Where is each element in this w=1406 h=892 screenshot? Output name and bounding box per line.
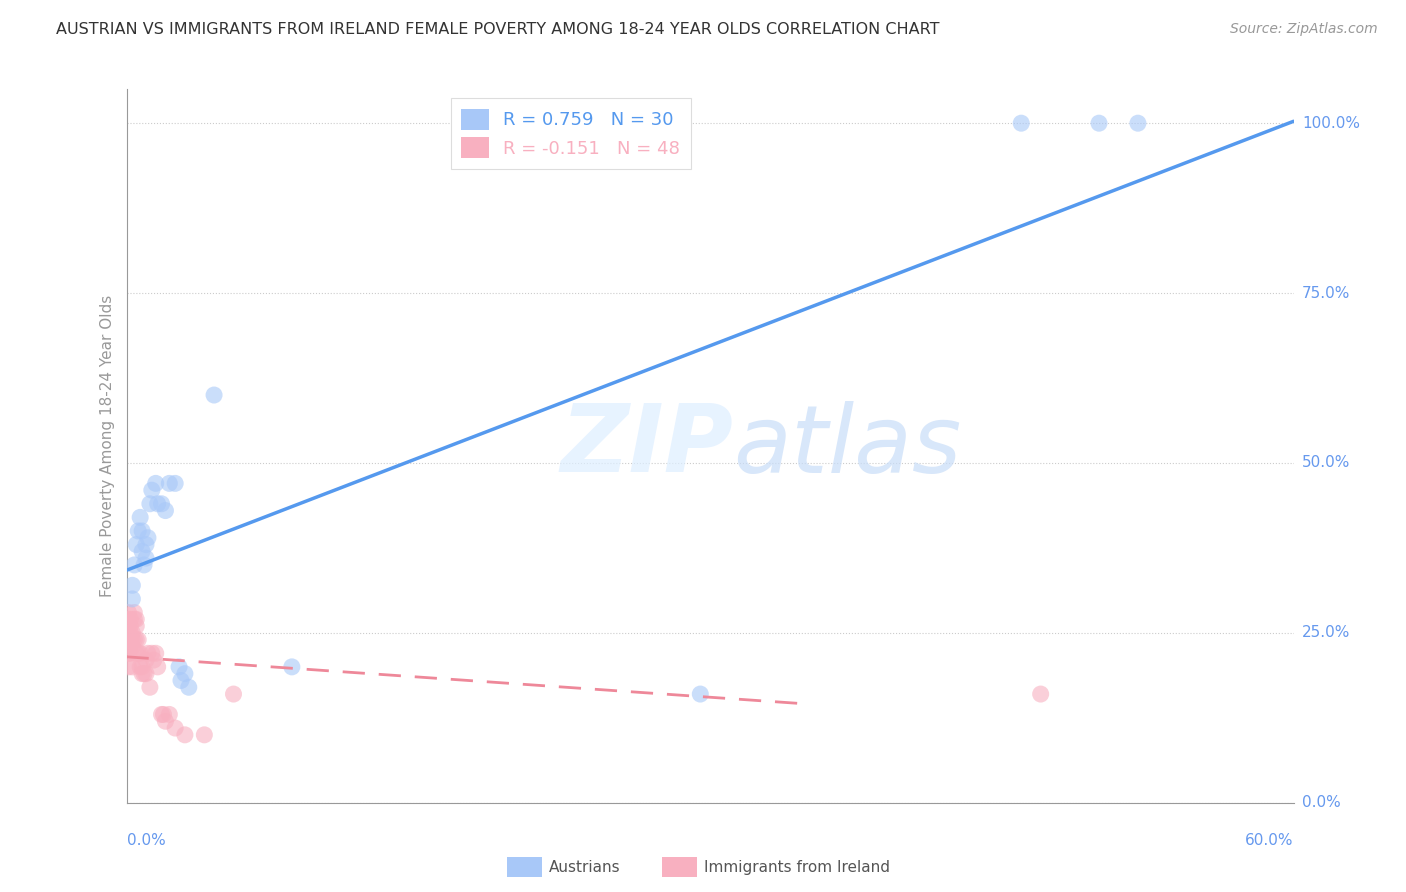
Point: [150, 497, 173, 511]
Point: [125, 537, 148, 551]
Point: [121, 578, 143, 592]
Point: [117, 619, 139, 633]
Point: [129, 660, 152, 674]
Text: 100.0%: 100.0%: [1302, 116, 1360, 131]
Point: [174, 666, 197, 681]
Point: [117, 660, 139, 674]
Point: [121, 626, 143, 640]
Point: [135, 551, 157, 566]
Point: [141, 483, 163, 498]
Point: [146, 497, 169, 511]
Point: [127, 632, 149, 647]
Text: 0.0%: 0.0%: [127, 833, 166, 848]
Point: [125, 619, 148, 633]
Point: [155, 714, 177, 729]
Point: [121, 640, 143, 654]
Point: [121, 632, 143, 647]
Point: [167, 660, 190, 674]
Point: [124, 632, 146, 647]
Point: [120, 619, 142, 633]
Point: [125, 612, 148, 626]
Point: [139, 680, 162, 694]
Point: [152, 707, 174, 722]
Point: [131, 544, 153, 558]
Point: [117, 612, 139, 626]
Point: [124, 606, 146, 620]
Point: [121, 660, 143, 674]
Point: [120, 632, 142, 647]
Point: [1010, 116, 1032, 130]
Text: AUSTRIAN VS IMMIGRANTS FROM IRELAND FEMALE POVERTY AMONG 18-24 YEAR OLDS CORRELA: AUSTRIAN VS IMMIGRANTS FROM IRELAND FEMA…: [56, 22, 939, 37]
Point: [141, 646, 163, 660]
Point: [135, 537, 157, 551]
Point: [117, 606, 139, 620]
Point: [125, 646, 148, 660]
Point: [146, 660, 169, 674]
Point: [120, 646, 142, 660]
Text: 75.0%: 75.0%: [1302, 285, 1350, 301]
Point: [127, 646, 149, 660]
Point: [142, 653, 165, 667]
Point: [117, 626, 139, 640]
Text: ZIP: ZIP: [561, 400, 734, 492]
Point: [150, 707, 173, 722]
Point: [131, 666, 153, 681]
Point: [131, 660, 153, 674]
Point: [1029, 687, 1052, 701]
Point: [120, 626, 142, 640]
Point: [1088, 116, 1111, 130]
Point: [124, 612, 146, 626]
Point: [139, 497, 162, 511]
Point: [120, 612, 142, 626]
Point: [689, 687, 711, 701]
Point: [177, 680, 200, 694]
Point: [117, 646, 139, 660]
Point: [121, 591, 143, 606]
Point: [157, 707, 180, 722]
Point: [135, 666, 157, 681]
Point: [124, 558, 146, 572]
Point: [165, 476, 187, 491]
Text: 25.0%: 25.0%: [1302, 625, 1350, 640]
Point: [132, 558, 155, 572]
Point: [155, 503, 177, 517]
Point: [1126, 116, 1149, 130]
Text: 50.0%: 50.0%: [1302, 456, 1350, 470]
Point: [281, 660, 304, 674]
Point: [117, 640, 139, 654]
Point: [125, 632, 148, 647]
Point: [165, 721, 187, 735]
Point: [193, 728, 215, 742]
Point: [145, 476, 167, 491]
Point: [129, 510, 152, 524]
Point: [202, 388, 225, 402]
Point: [170, 673, 193, 688]
Text: Austrians: Austrians: [548, 860, 620, 874]
Point: [136, 646, 159, 660]
Point: [132, 666, 155, 681]
Point: [117, 632, 139, 647]
Point: [157, 476, 180, 491]
Legend: R = 0.759   N = 30, R = -0.151   N = 48: R = 0.759 N = 30, R = -0.151 N = 48: [451, 98, 690, 169]
Text: 60.0%: 60.0%: [1246, 833, 1294, 848]
Point: [136, 531, 159, 545]
Text: Immigrants from Ireland: Immigrants from Ireland: [704, 860, 890, 874]
Text: atlas: atlas: [734, 401, 962, 491]
Point: [145, 646, 167, 660]
Point: [174, 728, 197, 742]
Text: Source: ZipAtlas.com: Source: ZipAtlas.com: [1230, 22, 1378, 37]
Y-axis label: Female Poverty Among 18-24 Year Olds: Female Poverty Among 18-24 Year Olds: [100, 295, 115, 597]
Point: [222, 687, 245, 701]
Point: [127, 524, 149, 538]
Point: [129, 646, 152, 660]
Point: [135, 653, 157, 667]
Point: [131, 524, 153, 538]
Text: 0.0%: 0.0%: [1302, 796, 1340, 810]
